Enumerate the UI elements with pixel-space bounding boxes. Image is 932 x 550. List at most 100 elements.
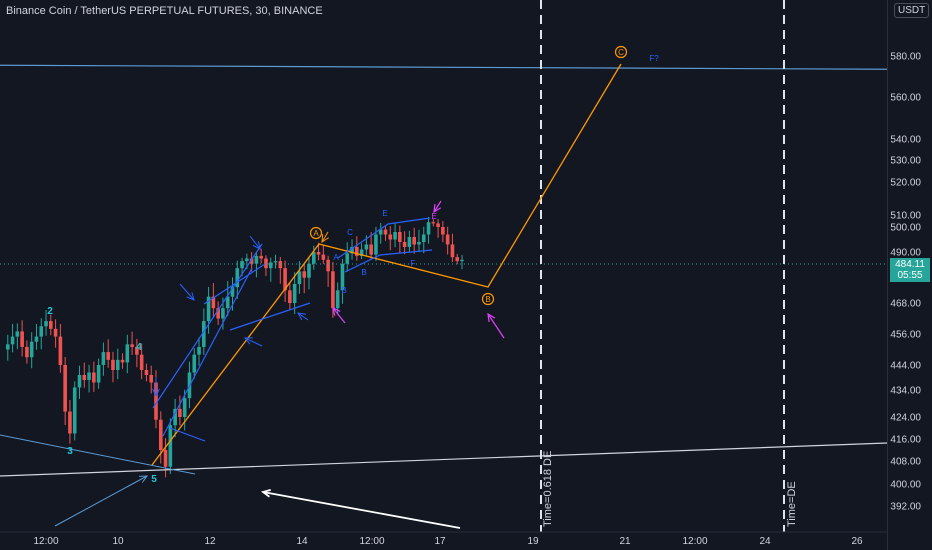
blue-arrow-to-wave5-head <box>138 475 149 483</box>
candle-body <box>326 259 330 272</box>
candle-body <box>149 375 154 383</box>
price-axis-panel[interactable] <box>887 0 932 550</box>
candle-body <box>158 419 163 450</box>
candle-body <box>92 372 96 383</box>
candle-body <box>245 258 249 262</box>
candle-body <box>412 237 416 245</box>
blue-channel-bottom <box>229 302 311 331</box>
candle-body <box>388 234 393 240</box>
price-tick-label: 560.00 <box>890 93 921 104</box>
pattern-label-top: E <box>431 212 436 221</box>
candle-body <box>364 244 369 250</box>
candle-body <box>206 296 211 322</box>
pattern-label-c: C <box>347 228 353 237</box>
candles <box>5 217 464 478</box>
candle-body <box>369 244 373 255</box>
candle-body <box>101 352 106 365</box>
wave-label-c-circled-circle <box>614 45 628 59</box>
pattern-label-a: A <box>333 253 339 262</box>
wave-label-c-circled: C <box>618 48 624 57</box>
blue-arrow-3 <box>249 235 261 250</box>
blue-arrow-4-head <box>243 337 254 345</box>
blue-arrow-1-head <box>186 292 195 301</box>
price-tick-label: 392.00 <box>890 502 921 513</box>
candle-body <box>216 308 220 319</box>
blue-trendline-left <box>0 434 196 475</box>
orange-wave-projection <box>151 63 622 466</box>
blue-arrow-5 <box>297 312 309 321</box>
candle-body <box>273 261 278 263</box>
candle-body <box>417 242 421 245</box>
candle-body <box>355 247 359 256</box>
candle-body <box>87 372 91 380</box>
time-annotation-de: Time=DE <box>786 481 798 527</box>
time-tick-label: 10 <box>112 536 124 547</box>
currency-badge[interactable]: USDT <box>894 3 930 18</box>
price-tick-label: 424.00 <box>890 413 921 424</box>
candle-body <box>316 252 321 255</box>
candle-body <box>345 253 350 264</box>
candle-body <box>311 252 316 264</box>
candle-body <box>302 271 307 278</box>
time-tick-label: 12:00 <box>359 536 384 547</box>
white-arrow-left-head <box>260 489 271 498</box>
candle-body <box>288 290 292 303</box>
wave-label: 5 <box>151 474 157 485</box>
candle-body <box>350 247 354 254</box>
candle-body <box>82 375 87 380</box>
chart-title: Binance Coin / TetherUS PERPETUAL FUTURE… <box>6 5 323 17</box>
blue-channel-lower <box>162 267 253 437</box>
price-tick-label: 468.00 <box>890 299 921 310</box>
pattern-label-e: E <box>382 209 387 218</box>
price-tick-label: 530.00 <box>890 156 921 167</box>
candle-body <box>264 258 268 269</box>
candle-body <box>268 262 273 269</box>
magenta-arrow-top <box>433 200 442 213</box>
blue-channel-upper <box>152 243 263 409</box>
candle-body <box>15 331 20 337</box>
candle-body <box>58 336 63 365</box>
candle-body <box>29 341 34 358</box>
candle-body <box>221 308 225 319</box>
last-price-tag: 484.11 05:55 <box>890 258 930 282</box>
orange-arrow-a-head <box>321 233 329 243</box>
time-tick-label: 17 <box>434 536 446 547</box>
wave-label-a-circled-circle <box>309 226 323 240</box>
candle-body <box>106 352 110 360</box>
pattern-label-b: B <box>341 286 346 295</box>
blue-tick-line <box>169 427 206 442</box>
blue-arrow-5-head <box>297 312 306 321</box>
time-tick-label: 21 <box>619 536 631 547</box>
candle-body <box>144 370 149 375</box>
candle-body <box>359 249 364 256</box>
candle-body <box>44 321 48 327</box>
candle-countdown: 05:55 <box>897 270 923 281</box>
candle-body <box>25 346 29 358</box>
candle-body <box>455 257 460 262</box>
price-tick-label: 456.00 <box>890 330 921 341</box>
candle-body <box>125 344 130 363</box>
magenta-arrow-b-head <box>487 312 496 323</box>
blue-arrow-1 <box>179 283 195 301</box>
horizontal-level-line <box>0 64 888 70</box>
candle-body <box>77 375 82 388</box>
wave-label-a-circled: A <box>313 229 319 238</box>
candle-body <box>335 290 340 309</box>
price-tick-label: 520.00 <box>890 178 921 189</box>
orange-arrow-a <box>321 231 329 243</box>
candle-body <box>307 263 311 278</box>
pattern-label-f: F <box>411 259 416 268</box>
pattern-label-b: B <box>361 268 366 277</box>
time-tick-label: 19 <box>527 536 539 547</box>
blue-wedge-upper <box>337 217 431 259</box>
candle-body <box>426 222 431 235</box>
price-tick-label: 434.00 <box>890 386 921 397</box>
blue-arrow-2-head <box>152 388 160 398</box>
candle-body <box>178 408 182 417</box>
last-price-value: 484.11 <box>895 259 925 270</box>
candle-body <box>192 354 197 373</box>
price-tick-label: 490.00 <box>890 248 921 259</box>
time-tick-label: 24 <box>759 536 771 547</box>
candle-body <box>53 328 58 337</box>
